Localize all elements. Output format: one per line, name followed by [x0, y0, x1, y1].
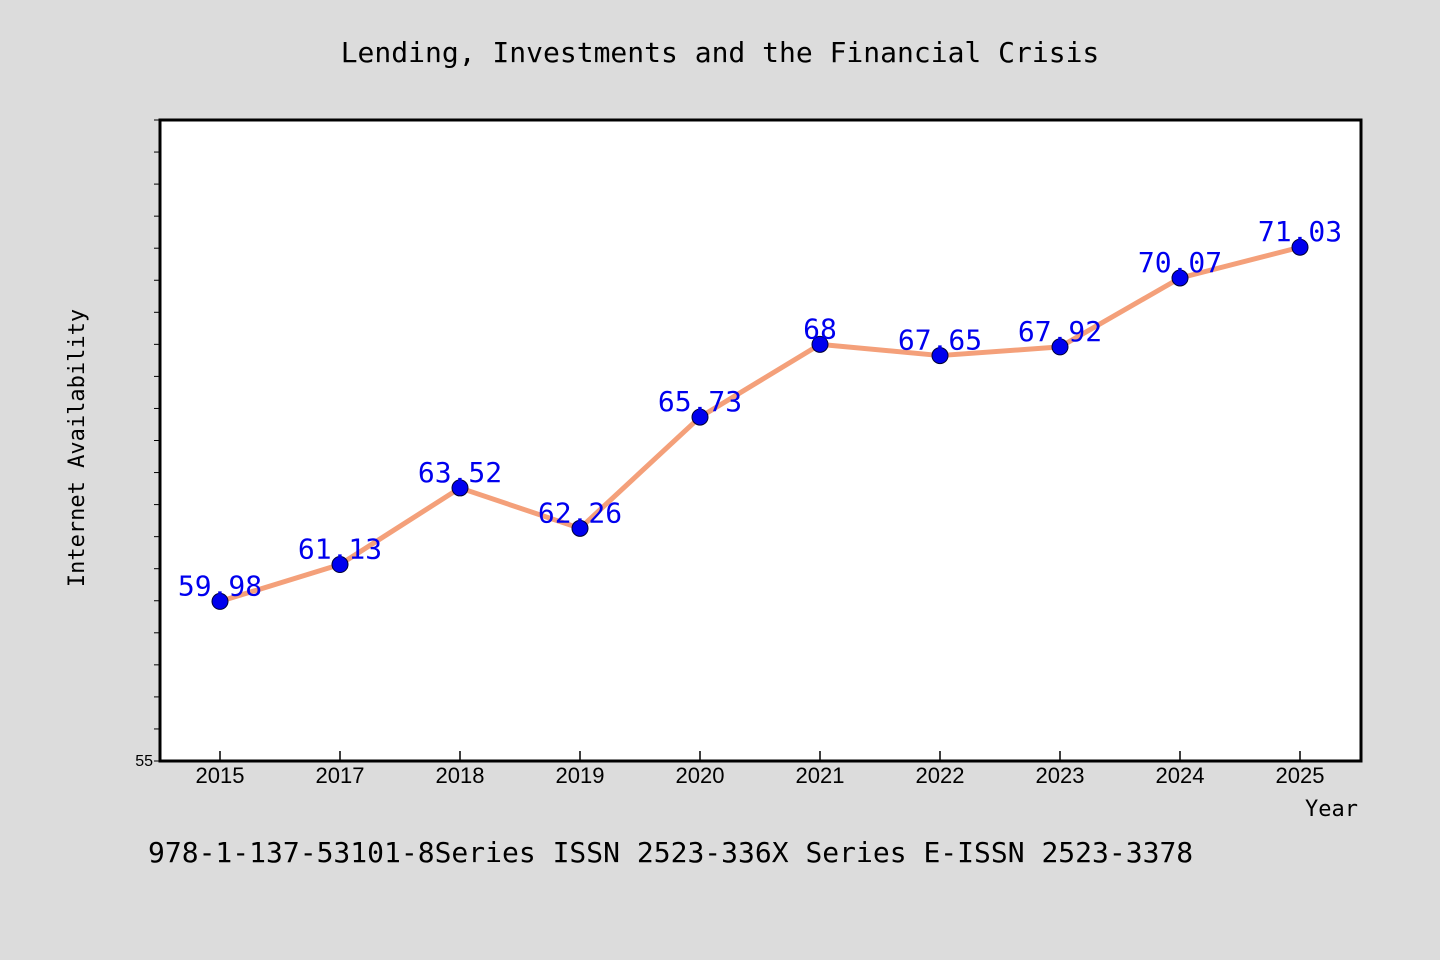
data-point	[451, 479, 469, 497]
plot-area	[160, 120, 1361, 761]
x-tick-label: 2018	[436, 763, 485, 788]
data-point	[1291, 238, 1309, 256]
x-axis-tick-labels: 2015 2017 2018 2019 2020 2021 2022 2023 2024 2025	[196, 763, 1325, 788]
data-label: 67.65	[898, 324, 982, 357]
series-layer	[211, 238, 1309, 610]
x-tick-label: 2024	[1156, 763, 1205, 788]
data-label: 63.52	[418, 456, 502, 489]
data-point	[931, 347, 949, 365]
footer-identifiers: 978-1-137-53101-8Series ISSN 2523-336X S…	[148, 836, 1193, 869]
data-point	[571, 519, 589, 537]
x-tick-label: 2015	[196, 763, 245, 788]
x-tick-label: 2022	[916, 763, 965, 788]
x-tick-label: 2017	[316, 763, 365, 788]
data-label: 61.13	[298, 533, 382, 566]
data-point	[211, 592, 229, 610]
data-label: 70.07	[1138, 246, 1222, 279]
data-label: 71.03	[1258, 215, 1342, 248]
y-axis-label: Internet Availability	[65, 309, 90, 587]
data-point	[331, 556, 349, 574]
x-tick-label: 2019	[556, 763, 605, 788]
x-axis-ticks	[219, 751, 1301, 761]
data-label: 67.92	[1018, 315, 1102, 348]
data-point	[811, 335, 829, 353]
data-label: 59.98	[178, 569, 262, 602]
plot-frame	[158, 118, 1363, 763]
data-label: 62.26	[538, 496, 622, 529]
data-label: 65.73	[658, 385, 742, 418]
x-tick-label: 2023	[1036, 763, 1085, 788]
data-point	[1051, 338, 1069, 356]
chart-title: Lending, Investments and the Financial C…	[341, 36, 1100, 69]
data-labels: 59.98 61.13 63.52 62.26 65.73 68 67.65 67.92 70.…	[178, 215, 1342, 602]
x-tick-label: 2020	[676, 763, 725, 788]
data-point	[1171, 269, 1189, 287]
data-point	[691, 408, 709, 426]
x-tick-label: 2021	[796, 763, 845, 788]
series-line	[217, 244, 1303, 604]
y-axis-min-label: 55	[135, 753, 153, 770]
x-tick-label: 2025	[1276, 763, 1325, 788]
data-label: 68	[803, 312, 837, 345]
x-axis-label: Year	[1305, 797, 1358, 822]
